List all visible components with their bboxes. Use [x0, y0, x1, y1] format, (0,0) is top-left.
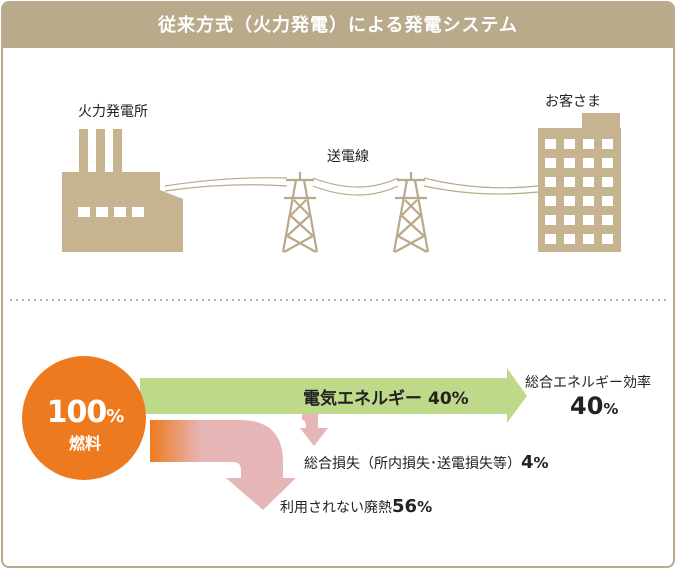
- waste-heat-arrow: [150, 420, 296, 510]
- electric-energy-text: 電気エネルギー: [303, 389, 422, 409]
- efficiency-unit: %: [603, 400, 619, 418]
- efficiency-value: 40%: [570, 392, 618, 420]
- efficiency-number: 40: [570, 392, 604, 420]
- customer-label: お客さま: [545, 94, 601, 110]
- power-plant-label: 火力発電所: [78, 104, 148, 120]
- transmission-tower-icon: [281, 172, 319, 253]
- waste-heat-value: 56%: [392, 496, 432, 517]
- diagram-frame: 従来方式（火力発電）による発電システム: [1, 1, 675, 568]
- transmission-line-label: 送電線: [327, 149, 369, 165]
- waste-heat-unit: %: [417, 498, 433, 516]
- transmission-wires: [164, 177, 539, 196]
- loss-annotation: 総合損失（所内損失･送電損失等）4%: [304, 452, 549, 473]
- fuel-label: 燃料: [68, 434, 101, 453]
- fuel-percentage-unit: %: [106, 406, 124, 427]
- electric-energy-label: 電気エネルギー 40%: [303, 384, 469, 409]
- loss-arrow: [300, 414, 328, 446]
- fuel-circle: [22, 356, 146, 480]
- waste-heat-number: 56: [392, 496, 418, 517]
- loss-value: 4%: [521, 452, 549, 473]
- fuel-percentage-value: 100: [46, 395, 108, 430]
- diagram-title: 従来方式（火力発電）による発電システム: [3, 3, 673, 48]
- transmission-tower-icon: [392, 172, 430, 253]
- loss-label: 総合損失（所内損失･送電損失等）: [304, 456, 521, 472]
- waste-heat-label: 利用されない廃熱: [280, 500, 392, 516]
- efficiency-label: 総合エネルギー効率: [525, 375, 651, 391]
- customer-building-icon: [538, 113, 621, 252]
- loss-number: 4: [521, 452, 534, 473]
- loss-unit: %: [533, 454, 549, 472]
- electric-energy-arrow: [140, 368, 527, 423]
- waste-heat-annotation: 利用されない廃熱56%: [280, 496, 432, 517]
- electric-energy-value: 40%: [428, 389, 469, 409]
- power-plant-icon: [62, 129, 183, 252]
- fuel-percentage: 100%: [40, 397, 130, 433]
